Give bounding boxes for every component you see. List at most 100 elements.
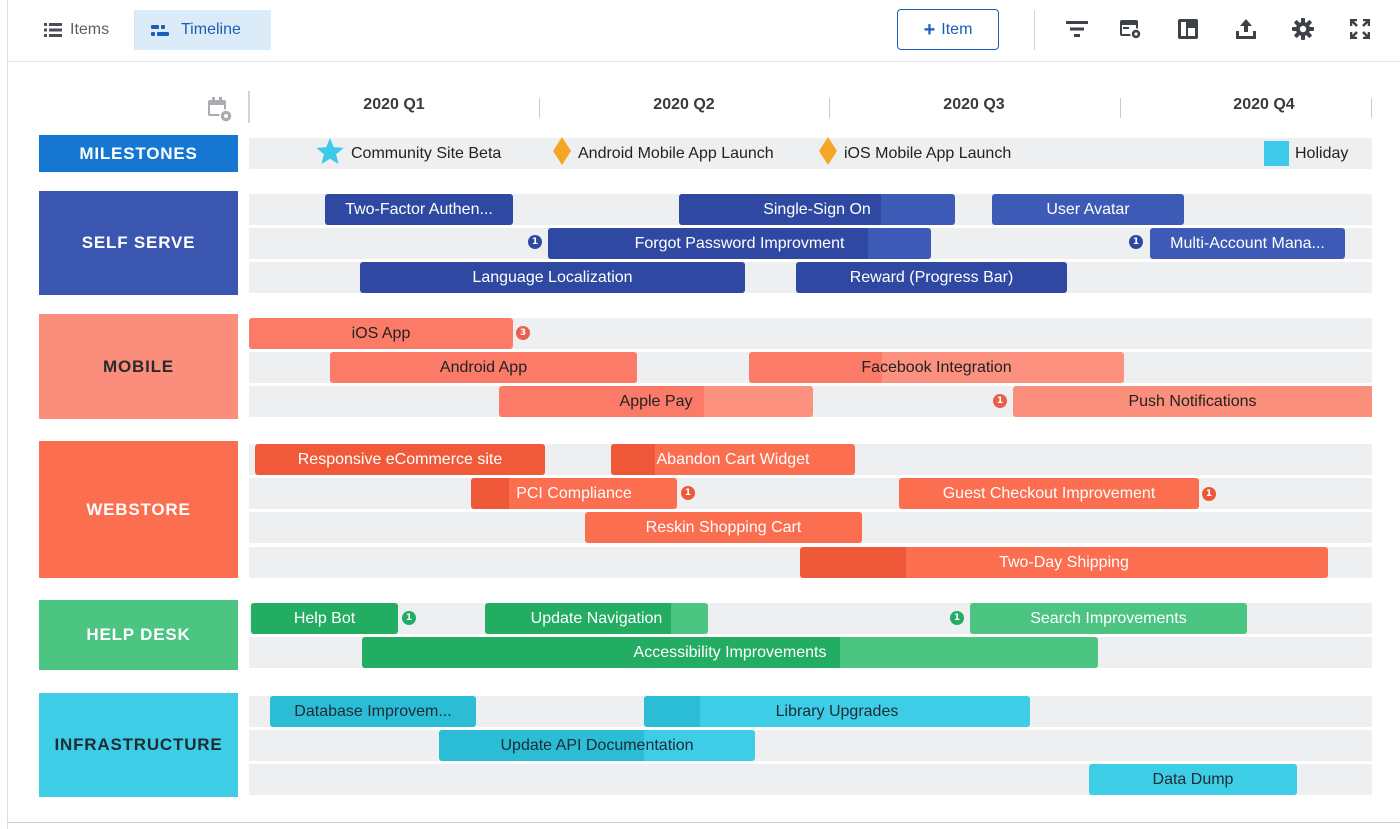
timeline-bar[interactable]: iOS App — [249, 318, 513, 349]
milestone-label: Community Site Beta — [351, 144, 502, 162]
milestone-label: Android Mobile App Launch — [578, 144, 774, 162]
group-mobile[interactable]: MOBILE — [39, 314, 238, 419]
timeline-bar[interactable]: Guest Checkout Improvement — [899, 478, 1199, 509]
dependency-badge[interactable]: 1 — [528, 235, 542, 249]
bar-label: Reward (Progress Bar) — [849, 268, 1014, 286]
diamond-icon — [552, 136, 572, 171]
timeline-bar[interactable]: Accessibility Improvements — [362, 637, 1098, 668]
plus-icon: + — [923, 18, 936, 41]
layout-icon[interactable] — [1176, 17, 1200, 41]
timeline-bar[interactable]: Two-Factor Authen... — [325, 194, 513, 225]
divider — [134, 10, 135, 50]
quarter-label: 2020 Q1 — [363, 96, 425, 113]
group-infrastructure[interactable]: INFRASTRUCTURE — [39, 693, 238, 797]
group-label: HELP DESK — [86, 625, 191, 644]
timeline-bar[interactable]: Responsive eCommerce site — [255, 444, 545, 475]
quarter-label: 2020 Q4 — [1233, 96, 1295, 113]
timeline-bar[interactable]: Reward (Progress Bar) — [796, 262, 1067, 293]
timeline-bar[interactable]: Single-Sign On — [679, 194, 955, 225]
dependency-badge[interactable]: 1 — [950, 611, 964, 625]
progress-fill — [499, 386, 704, 417]
group-label: MILESTONES — [79, 143, 198, 163]
divider — [1034, 10, 1035, 50]
timeline-bar[interactable]: Database Improvem... — [270, 696, 476, 727]
bar-label: Two-Factor Authen... — [345, 200, 493, 218]
progress-fill — [800, 547, 906, 578]
group-label: SELF SERVE — [81, 233, 196, 252]
bar-label: Language Localization — [472, 268, 633, 286]
timeline-start-line — [248, 91, 250, 123]
progress-fill — [548, 228, 868, 259]
tab-timeline-label: Timeline — [181, 21, 241, 38]
timeline-bar[interactable]: Abandon Cart Widget — [611, 444, 855, 475]
timeline-bar[interactable]: PCI Compliance — [471, 478, 677, 509]
timeline-bar[interactable]: Update Navigation — [485, 603, 708, 634]
progress-fill — [611, 444, 655, 475]
tab-items-label: Items — [70, 21, 110, 38]
timeline-bar[interactable]: Search Improvements — [970, 603, 1247, 634]
bar-label: Update Navigation — [530, 609, 663, 627]
bar-label: Library Upgrades — [775, 702, 899, 720]
timeline-bar[interactable]: Two-Day Shipping — [800, 547, 1328, 578]
bar-label: Search Improvements — [1030, 609, 1187, 627]
bar-label: Two-Day Shipping — [999, 553, 1129, 571]
group-self-serve[interactable]: SELF SERVE — [39, 191, 238, 295]
calendar-settings-icon[interactable] — [206, 96, 234, 124]
dependency-badge[interactable]: 1 — [1129, 235, 1143, 249]
bar-label: Database Improvem... — [294, 702, 452, 720]
square-icon — [1264, 141, 1289, 166]
quarter-label: 2020 Q3 — [943, 96, 1005, 113]
star-icon — [315, 137, 345, 170]
bar-label: User Avatar — [1046, 200, 1130, 218]
tab-items[interactable]: Items — [8, 10, 135, 50]
timeline-bar[interactable]: Library Upgrades — [644, 696, 1030, 727]
timeline-bar[interactable]: Forgot Password Improvment — [548, 228, 931, 259]
dependency-badge[interactable]: 1 — [1202, 487, 1216, 501]
quarter-divider — [1371, 98, 1372, 118]
gear-icon[interactable] — [1291, 17, 1315, 41]
timeline-bar[interactable]: Reskin Shopping Cart — [585, 512, 862, 543]
dependency-badge[interactable]: 3 — [516, 326, 530, 340]
timeline-bar[interactable]: Help Bot — [251, 603, 398, 634]
card-settings-icon[interactable] — [1119, 17, 1143, 41]
timeline-bar[interactable]: Multi-Account Mana... — [1150, 228, 1345, 259]
timeline-bar[interactable]: Android App — [330, 352, 637, 383]
fullscreen-icon[interactable] — [1348, 17, 1372, 41]
dependency-badge[interactable]: 1 — [681, 486, 695, 500]
timeline-bar[interactable]: Apple Pay — [499, 386, 813, 417]
progress-fill — [644, 696, 700, 727]
filter-icon[interactable] — [1065, 17, 1089, 41]
quarter-label: 2020 Q2 — [653, 96, 715, 113]
timeline-bar[interactable]: User Avatar — [992, 194, 1184, 225]
group-webstore[interactable]: WEBSTORE — [39, 441, 238, 578]
add-item-button[interactable]: + Item — [897, 9, 999, 50]
page-border — [7, 0, 8, 829]
diamond-icon — [818, 136, 838, 171]
group-label: MOBILE — [103, 356, 174, 376]
milestone-item[interactable]: iOS Mobile App Launch — [818, 136, 1012, 171]
timeline-bar[interactable]: Push Notifications — [1013, 386, 1372, 417]
bar-label: Responsive eCommerce site — [297, 450, 503, 468]
export-icon[interactable] — [1234, 17, 1258, 41]
timeline-bar[interactable]: Language Localization — [360, 262, 745, 293]
group-help-desk[interactable]: HELP DESK — [39, 600, 238, 670]
bar-label: Accessibility Improvements — [633, 643, 827, 661]
quarter-divider — [539, 98, 540, 118]
page-border — [7, 822, 1400, 823]
milestone-item[interactable]: Holiday — [1264, 138, 1348, 169]
progress-fill — [471, 478, 509, 509]
milestone-item[interactable]: Android Mobile App Launch — [552, 136, 774, 171]
dependency-badge[interactable]: 1 — [402, 611, 416, 625]
group-milestones[interactable]: MILESTONES — [39, 135, 238, 172]
timeline-bar[interactable]: Data Dump — [1089, 764, 1297, 795]
timeline-bar[interactable]: Update API Documentation — [439, 730, 755, 761]
tab-timeline[interactable]: Timeline — [135, 10, 271, 50]
bar-label: PCI Compliance — [516, 484, 632, 502]
milestone-item[interactable]: Community Site Beta — [315, 138, 501, 169]
bar-label: Reskin Shopping Cart — [645, 518, 802, 536]
timeline-bar[interactable]: Facebook Integration — [749, 352, 1124, 383]
dependency-badge[interactable]: 1 — [993, 394, 1007, 408]
bar-label: Android App — [439, 358, 528, 376]
milestone-label: Holiday — [1295, 144, 1349, 162]
milestone-label: iOS Mobile App Launch — [844, 144, 1012, 162]
